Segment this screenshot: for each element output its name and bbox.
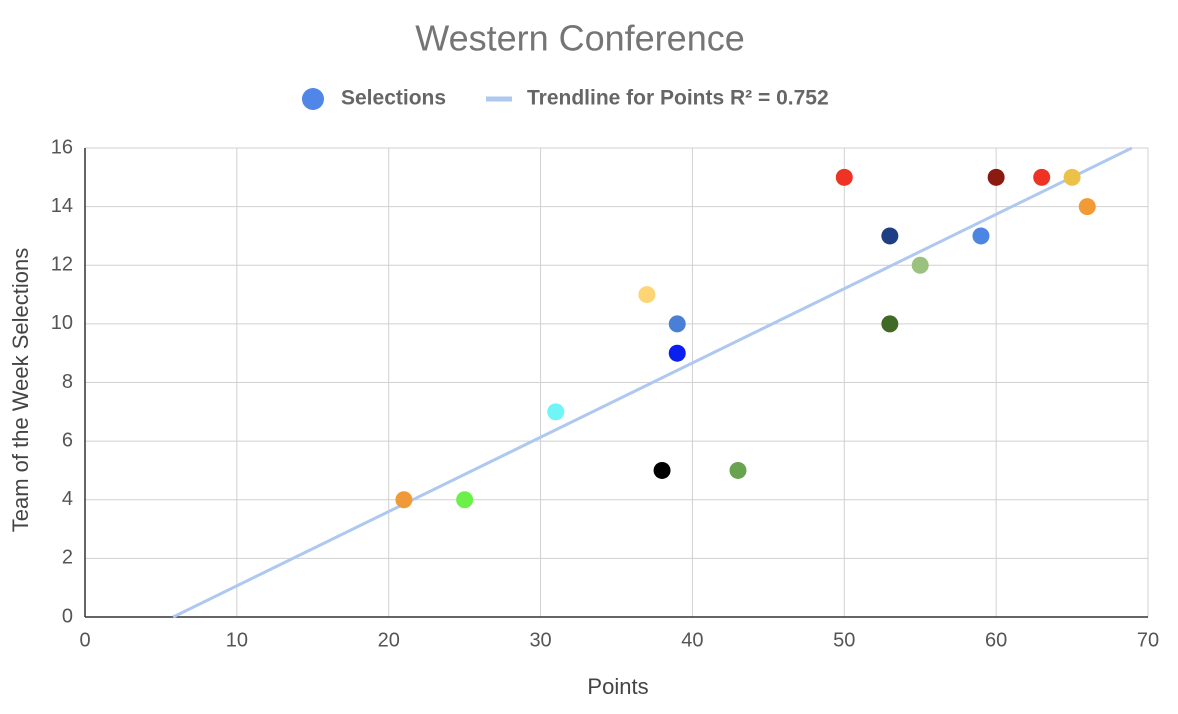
x-tick-label: 50 bbox=[833, 629, 855, 651]
point bbox=[395, 491, 413, 509]
y-tick-label: 4 bbox=[62, 488, 73, 510]
legend-marker bbox=[302, 88, 324, 110]
point bbox=[881, 315, 899, 333]
point bbox=[729, 461, 747, 479]
point bbox=[668, 315, 686, 333]
x-tick-label: 40 bbox=[681, 629, 703, 651]
x-tick-label: 60 bbox=[985, 629, 1007, 651]
legend-label: Trendline for Points R² = 0.752 bbox=[527, 87, 829, 110]
y-tick-label: 10 bbox=[51, 312, 73, 334]
y-tick-label: 0 bbox=[62, 605, 73, 627]
y-tick-label: 12 bbox=[51, 254, 73, 276]
point bbox=[668, 344, 686, 362]
point bbox=[911, 256, 929, 274]
point bbox=[835, 168, 853, 186]
y-tick-label: 14 bbox=[51, 195, 73, 217]
point bbox=[987, 168, 1005, 186]
point bbox=[456, 491, 474, 509]
point bbox=[972, 227, 990, 245]
x-axis-label: Points bbox=[587, 674, 648, 699]
y-axis-label: Team of the Week Selections bbox=[8, 248, 33, 533]
x-tick-label: 30 bbox=[529, 629, 551, 651]
point bbox=[1063, 168, 1081, 186]
x-tick-label: 70 bbox=[1137, 629, 1159, 651]
y-tick-label: 8 bbox=[62, 371, 73, 393]
x-tick-label: 20 bbox=[378, 629, 400, 651]
point bbox=[638, 286, 656, 304]
trendline bbox=[172, 146, 1133, 619]
point bbox=[881, 227, 899, 245]
x-tick-label: 10 bbox=[226, 629, 248, 651]
x-tick-label: 0 bbox=[79, 629, 90, 651]
point bbox=[653, 461, 671, 479]
y-tick-label: 2 bbox=[62, 547, 73, 569]
point bbox=[1033, 168, 1051, 186]
y-tick-label: 6 bbox=[62, 429, 73, 451]
chart-title: Western Conference bbox=[415, 18, 745, 59]
y-tick-label: 16 bbox=[51, 136, 73, 158]
point bbox=[547, 403, 565, 421]
point bbox=[1078, 198, 1096, 216]
legend-label: Selections bbox=[341, 87, 446, 110]
